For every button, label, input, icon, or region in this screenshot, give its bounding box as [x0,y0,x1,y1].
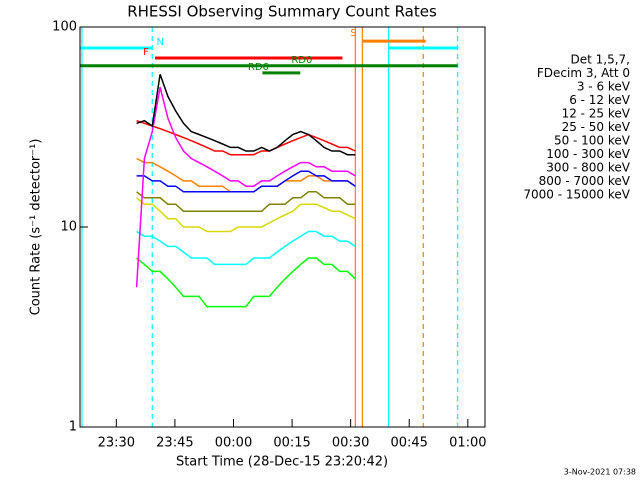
x-tick-label: 00:30 [332,436,369,451]
legend-entry: 300 - 800 keV [546,161,630,175]
flag-label: RD6 [248,62,269,73]
flag-label: S [350,28,356,39]
legend-entry: 50 - 100 keV [554,134,631,148]
series-line [136,197,356,233]
legend-header: Det 1,5,7, [571,53,631,67]
legend-entry: 6 - 12 keV [569,93,631,107]
flag-label: F [143,47,149,58]
x-tick-label: 23:30 [98,436,135,451]
flag-label: N [157,37,164,48]
y-tick-label: 1 [69,420,77,435]
x-tick-label: 23:45 [156,436,193,451]
legend-entry: 100 - 300 keV [546,147,630,161]
y-axis-label: Count Rate (s⁻¹ detector⁻¹) [29,139,44,316]
x-tick-label: 01:00 [449,436,486,451]
y-tick-label: 10 [60,220,77,235]
x-tick-label: 00:45 [390,436,427,451]
series-line [136,257,356,308]
x-axis-label: Start Time (28-Dec-15 23:20:42) [176,455,388,470]
legend-entry: 3 - 6 keV [577,80,631,94]
series-line [136,230,356,266]
footer: 3-Nov-2021 07:38 [564,468,636,477]
flag-label: RD0 [291,55,312,66]
series-line [136,119,356,156]
x-tick-label: 00:00 [215,436,252,451]
legend-entry: 800 - 7000 keV [539,174,631,188]
series-line [136,74,356,156]
legend-entry: 12 - 25 keV [562,107,631,121]
chart-title: RHESSI Observing Summary Count Rates [127,3,437,21]
legend-entry: 7000 - 15000 keV [523,188,630,202]
legend-header: FDecim 3, Att 0 [537,66,630,80]
series-line [136,170,356,193]
series-line [135,87,356,288]
legend-entry: 25 - 50 keV [562,120,631,134]
x-tick-label: 00:15 [273,436,310,451]
y-tick-label: 100 [52,20,77,35]
series-line [136,191,356,212]
